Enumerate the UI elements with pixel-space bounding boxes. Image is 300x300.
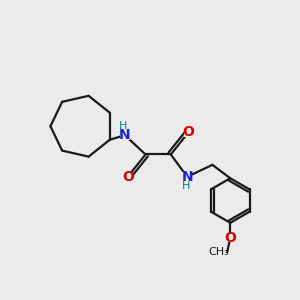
Bar bbox=[123, 172, 132, 181]
Text: O: O bbox=[224, 231, 236, 245]
Text: H: H bbox=[119, 121, 128, 130]
Bar bbox=[182, 172, 192, 181]
Text: N: N bbox=[181, 170, 193, 184]
Bar bbox=[184, 128, 193, 136]
Bar bbox=[119, 131, 130, 140]
Text: O: O bbox=[122, 170, 134, 184]
Text: O: O bbox=[183, 125, 195, 139]
Bar bbox=[226, 233, 235, 242]
Text: CH₃: CH₃ bbox=[208, 247, 229, 257]
Text: N: N bbox=[119, 128, 130, 142]
Text: H: H bbox=[182, 181, 190, 191]
